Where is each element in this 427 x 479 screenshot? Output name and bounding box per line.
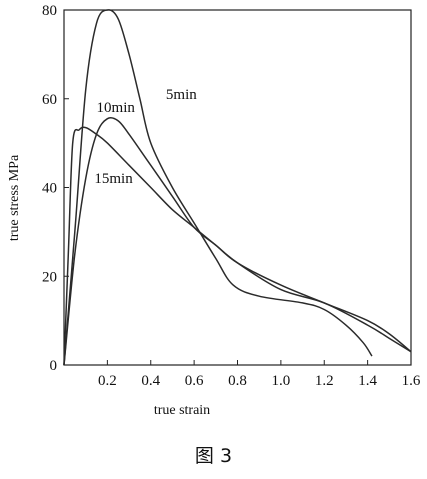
series-line-10min (63, 116, 412, 366)
y-tick-label: 80 (42, 3, 57, 19)
x-tick-label: 1.2 (315, 373, 334, 389)
plot-frame (63, 9, 412, 366)
series-labels: 5min 10min 15min (94, 87, 197, 187)
y-axis-ticks: 0 20 40 60 80 (42, 3, 69, 374)
y-tick-label: 40 (42, 181, 57, 197)
x-tick-label: 1.6 (402, 373, 421, 389)
x-axis-ticks: 0.2 0.4 0.6 0.8 1.0 1.2 1.4 1.6 (98, 360, 421, 389)
stress-strain-chart: 0 20 40 60 80 0.2 0.4 0.6 0.8 1.0 1.2 1.4 1.6 5min 1… (7, 3, 421, 418)
x-tick-label: 0.2 (98, 373, 117, 389)
figure-caption: 图 3 (194, 445, 233, 467)
x-tick-label: 1.4 (358, 373, 377, 389)
series-line-5min (63, 9, 373, 366)
series-label-10min: 10min (97, 100, 136, 116)
y-tick-label: 0 (50, 358, 58, 374)
x-tick-label: 0.8 (228, 373, 247, 389)
y-tick-label: 60 (42, 92, 57, 108)
x-tick-label: 1.0 (272, 373, 291, 389)
x-tick-label: 0.4 (141, 373, 160, 389)
series-label-15min: 15min (94, 171, 133, 187)
series-label-5min: 5min (166, 87, 197, 103)
series-line-15min (63, 126, 412, 366)
y-axis-title: true stress MPa (7, 154, 22, 241)
y-tick-label: 20 (42, 269, 57, 285)
series-curves (63, 9, 412, 366)
x-tick-label: 0.6 (185, 373, 204, 389)
x-axis-title: true strain (154, 403, 210, 418)
